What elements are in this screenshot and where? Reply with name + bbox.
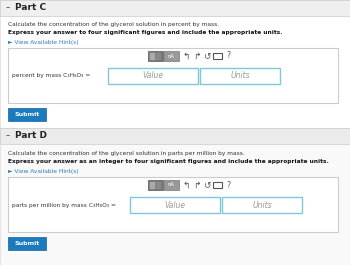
Text: ► View Available Hint(s): ► View Available Hint(s)	[8, 169, 79, 174]
Text: Express your answer to four significant figures and include the appropriate unit: Express your answer to four significant …	[8, 30, 282, 35]
Bar	[149, 57, 155, 60]
Bar	[8, 237, 46, 250]
Text: Part C: Part C	[15, 3, 46, 12]
Bar	[108, 68, 198, 84]
Bar	[148, 180, 163, 190]
Bar	[200, 68, 280, 84]
Bar	[0, 0, 350, 16]
Text: Value: Value	[142, 72, 163, 81]
Text: Value: Value	[164, 201, 186, 210]
Bar	[148, 51, 163, 61]
Bar	[164, 180, 179, 190]
Bar	[149, 186, 155, 189]
Text: ↱: ↱	[193, 51, 201, 60]
Bar	[222, 197, 302, 213]
Text: Units: Units	[252, 201, 272, 210]
Bar	[0, 0, 350, 128]
Text: Submit: Submit	[14, 241, 40, 246]
Bar	[8, 177, 338, 232]
Bar	[149, 52, 155, 56]
Bar	[213, 182, 222, 188]
Text: ↱: ↱	[193, 180, 201, 189]
Bar	[213, 52, 222, 59]
Text: nA: nA	[168, 183, 175, 188]
Text: ↰: ↰	[183, 180, 190, 189]
Text: ?: ?	[226, 180, 230, 189]
Bar	[149, 182, 155, 185]
Bar	[8, 108, 46, 121]
Text: Calculate the concentration of the glycerol solution in parts per million by mas: Calculate the concentration of the glyce…	[8, 151, 245, 156]
Text: parts per million by mass C₃H₈O₃ =: parts per million by mass C₃H₈O₃ =	[12, 202, 116, 207]
Text: –: –	[6, 3, 10, 12]
Text: Units: Units	[230, 72, 250, 81]
Bar	[155, 182, 161, 189]
Bar	[155, 52, 161, 60]
Text: ↺: ↺	[203, 51, 210, 60]
Text: percent by mass C₃H₈O₃ =: percent by mass C₃H₈O₃ =	[12, 73, 90, 78]
Bar	[0, 128, 350, 144]
Bar	[164, 51, 179, 61]
Text: Express your answer as an integer to four significant figures and include the ap: Express your answer as an integer to fou…	[8, 159, 329, 164]
Text: Calculate the concentration of the glycerol solution in percent by mass.: Calculate the concentration of the glyce…	[8, 22, 219, 27]
Text: –: –	[6, 131, 10, 140]
Bar	[130, 197, 220, 213]
Text: Submit: Submit	[14, 112, 40, 117]
Text: ↰: ↰	[183, 51, 190, 60]
Text: ?: ?	[226, 51, 230, 60]
Text: nA: nA	[168, 54, 175, 59]
Text: Part D: Part D	[15, 131, 47, 140]
Text: ► View Available Hint(s): ► View Available Hint(s)	[8, 40, 79, 45]
Bar	[8, 48, 338, 103]
Bar	[0, 128, 350, 265]
Text: ↺: ↺	[203, 180, 210, 189]
